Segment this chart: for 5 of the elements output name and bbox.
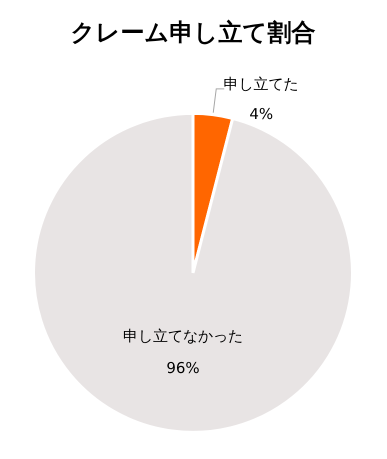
slice-label: 申し立てなかった (123, 326, 244, 345)
data-label: 96% (166, 358, 200, 377)
chart-title: クレーム申し立て割合 (70, 18, 316, 47)
slice-label: 申し立てた (224, 74, 299, 93)
data-label: 4% (249, 104, 274, 123)
